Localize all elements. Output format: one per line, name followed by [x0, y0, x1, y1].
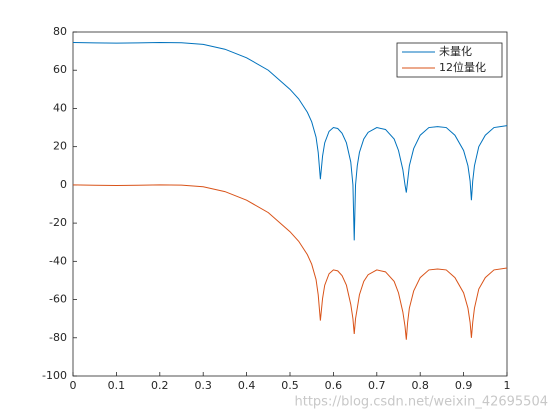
y-tick-label: 40: [53, 101, 67, 114]
y-tick-label: -60: [49, 293, 67, 306]
x-tick-label: 0.8: [411, 379, 429, 392]
x-tick-label: 0.6: [325, 379, 343, 392]
line: [72, 42, 508, 241]
legend-label: 12位量化: [439, 60, 486, 74]
x-tick-label: 0.7: [368, 379, 386, 392]
y-tick-label: -80: [49, 331, 67, 344]
x-tick-label: 1: [504, 379, 511, 392]
x-tick-label: 0.1: [108, 379, 126, 392]
y-tick-label: 80: [53, 25, 67, 38]
legend-box: [396, 42, 503, 78]
y-tick-label: -100: [42, 369, 67, 382]
watermark: https://blog.csdn.net/weixin_42695504: [294, 395, 548, 410]
y-tick-label: 60: [53, 63, 67, 76]
x-tick-label: 0.4: [238, 379, 256, 392]
x-tick-label: 0.9: [455, 379, 473, 392]
line: [72, 184, 508, 340]
y-tick-label: -20: [49, 216, 67, 229]
x-tick-label: 0: [70, 379, 77, 392]
x-tick-label: 0.5: [281, 379, 299, 392]
plot-area: [72, 31, 508, 377]
y-tick-label: -40: [49, 254, 67, 267]
x-tick-label: 0.3: [194, 379, 212, 392]
legend-label: 未量化: [439, 44, 472, 58]
x-tick-label: 0.2: [151, 379, 169, 392]
y-tick-label: 0: [60, 178, 67, 191]
y-tick-label: 20: [53, 140, 67, 153]
